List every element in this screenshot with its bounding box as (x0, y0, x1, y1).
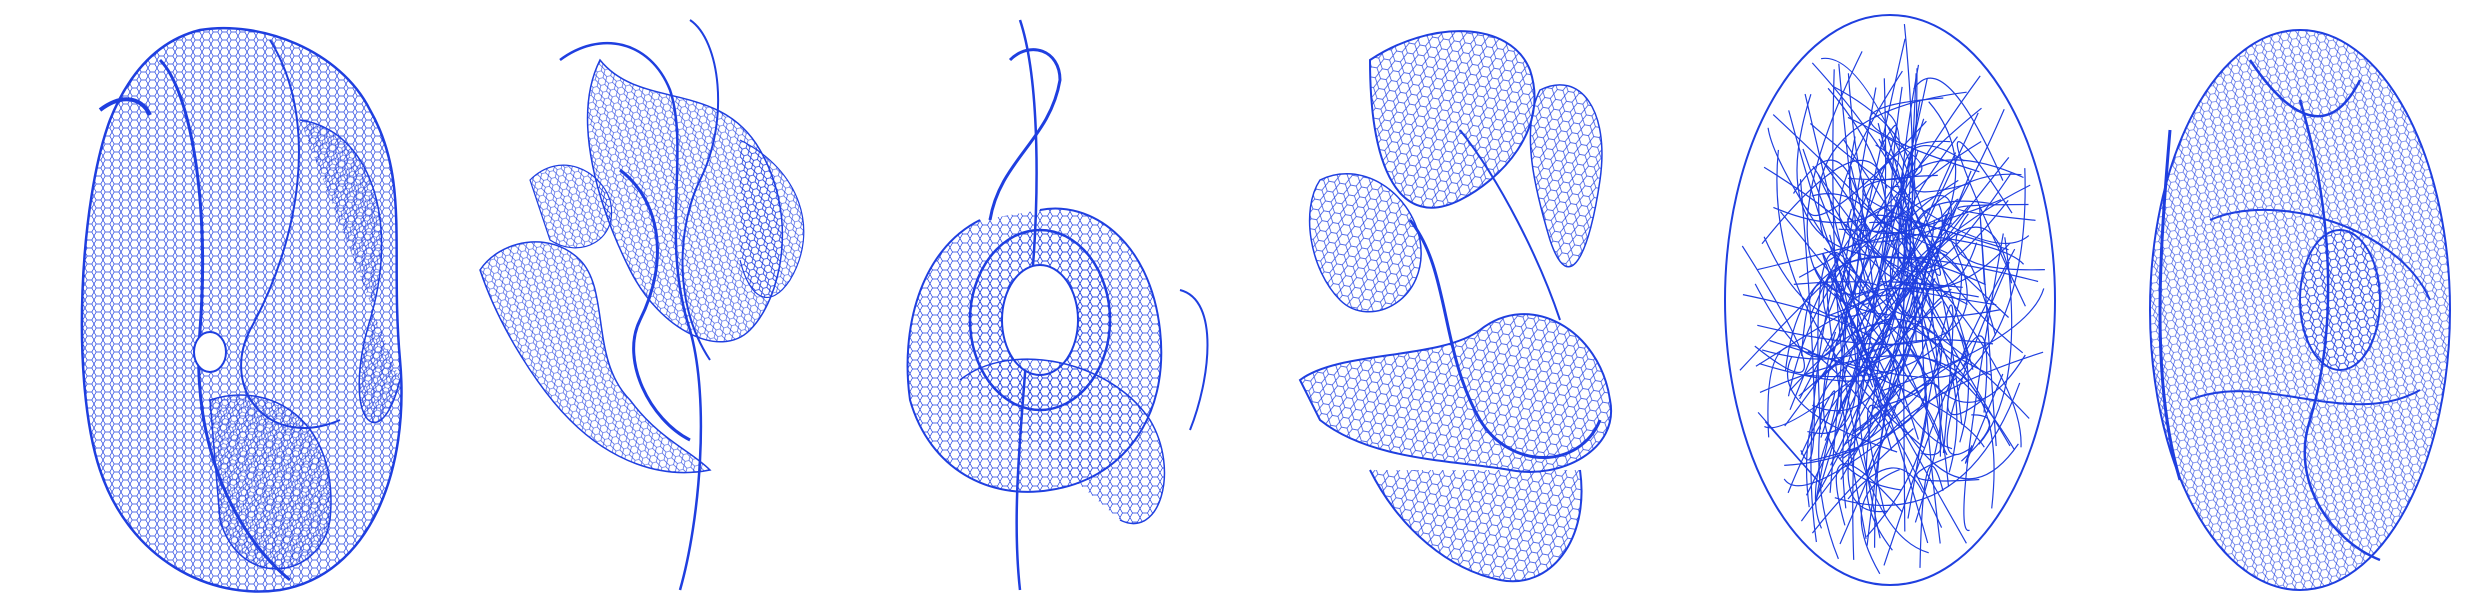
wire-segment (1890, 185, 2010, 318)
wire-segment (1876, 214, 2009, 254)
wire-segment (1955, 213, 2045, 271)
wire-segment (1805, 282, 1905, 496)
wire-segment (1784, 359, 1882, 466)
wire-segment (1792, 159, 1876, 318)
wire-segment (1818, 75, 1981, 560)
wire-segment (1806, 120, 1927, 217)
chaotic-wire-lines (1739, 24, 2045, 575)
wire-segment (1757, 225, 1968, 345)
wire-segment (1847, 256, 1921, 513)
wire-segment (1805, 339, 1994, 508)
wire-segment (1741, 245, 1805, 374)
wire-segment (1810, 123, 2030, 244)
wire-segment (1883, 335, 1988, 566)
mesh-3-wireframe (906, 19, 1209, 591)
wire-segment (1822, 252, 1874, 388)
wire-segment (1838, 228, 2025, 265)
mesh-panel-2 (460, 0, 840, 612)
wire-segment (1810, 208, 1852, 543)
wire-segment (1810, 205, 1963, 425)
wire-segment (1946, 261, 2010, 456)
wire-segment (1784, 198, 1959, 427)
wire-segment (1767, 127, 1882, 319)
wire-segment (1767, 345, 1883, 438)
wire-segment (1757, 412, 1824, 487)
wire-segment (1764, 300, 1942, 429)
wire-segment (1811, 428, 1914, 534)
wire-segment (1798, 101, 1957, 397)
wire-segment (1979, 206, 1997, 447)
wire-segment (1802, 68, 1918, 297)
wire-segment (1956, 141, 2026, 307)
wire-segment (1832, 69, 1929, 554)
wire-segment (1796, 94, 1930, 259)
wire-segment (1890, 136, 1958, 325)
wire-segment (1759, 355, 1995, 509)
wire-segment (1799, 110, 1900, 400)
wire-segment (1763, 166, 1958, 473)
mesh-panel-6 (2100, 0, 2480, 612)
wire-segment (1789, 124, 1897, 411)
wire-segment (1877, 123, 2024, 354)
wire-segment (1912, 200, 1990, 337)
wire-segment (1815, 173, 2022, 500)
wire-segment (1800, 390, 1836, 455)
mesh-4-wireframe (1298, 30, 1613, 583)
wire-segment (1761, 219, 1936, 360)
wire-segment (1957, 203, 2036, 221)
wire-segment (1825, 87, 1888, 352)
wire-segment (1834, 382, 2021, 506)
wire-segment (1913, 77, 2004, 181)
wire-segment (1963, 233, 2004, 531)
wire-segment (1804, 93, 1893, 451)
mesh-2-wireframe (479, 19, 805, 591)
wire-segment (1884, 179, 1992, 376)
wire-segment (1811, 62, 1935, 432)
wire-segment (1859, 205, 1900, 409)
wire-segment (1822, 256, 2039, 318)
wire-segment (1900, 144, 1965, 370)
mesh-panel-3 (860, 0, 1240, 612)
wire-segment (1787, 355, 1898, 453)
wire-segment (1915, 453, 1980, 482)
wire-segment (1860, 469, 1900, 575)
wire-segment (1879, 288, 2045, 392)
wire-segment (1851, 331, 1967, 544)
wire-segment (1788, 78, 1887, 305)
wire-segment (1834, 73, 1917, 362)
wire-segment (1776, 149, 1925, 449)
mesh-panel-4 (1280, 0, 1660, 612)
wire-segment (1817, 251, 1919, 440)
wire-segment (1784, 256, 1986, 372)
wire-segment (1811, 193, 1950, 487)
wire-segment (1960, 414, 1991, 462)
wire-segment (1854, 38, 1925, 298)
wire-segment (1814, 157, 2010, 529)
wire-segment (1835, 463, 1903, 526)
wire-segment (1838, 63, 1879, 318)
wire-segment (1847, 467, 1924, 500)
mesh-1-wireframe (80, 26, 403, 593)
mesh-panel-1 (40, 0, 420, 612)
wire-segment (1907, 304, 1954, 519)
mesh-5-wireframe (1724, 14, 2056, 586)
wire-segment (1772, 114, 2022, 448)
mesh-6-wireframe (2149, 29, 2451, 591)
wire-segment (1903, 218, 1917, 532)
wire-segment (1814, 78, 1928, 503)
wire-segment (1812, 275, 1918, 412)
wire-segment (1761, 159, 1888, 245)
mesh-panel-5 (1700, 0, 2080, 612)
wire-segment (1921, 252, 1964, 544)
wire-segment (1964, 373, 2004, 464)
wire-segment (1739, 195, 1952, 371)
wire-segment (1817, 91, 1967, 239)
wire-segment (1919, 465, 1944, 568)
wire-segment (1904, 112, 1979, 269)
wire-segment (1847, 140, 1951, 286)
